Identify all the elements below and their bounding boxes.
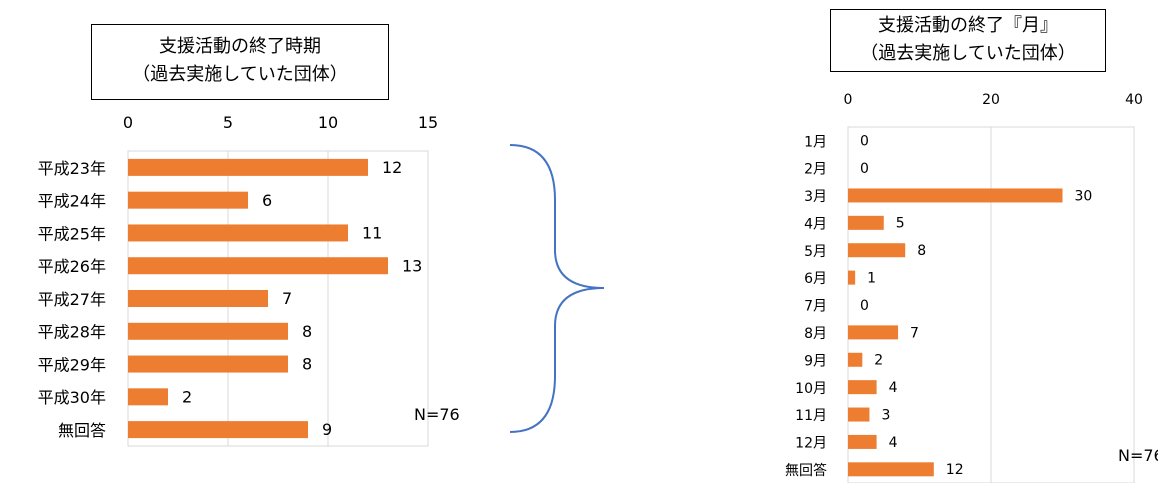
category-label: 平成30年 xyxy=(38,388,106,407)
data-label: 8 xyxy=(302,322,312,341)
bar xyxy=(128,191,248,209)
category-label: 平成26年 xyxy=(38,257,106,276)
data-label: 1 xyxy=(867,271,876,287)
bar xyxy=(848,325,899,340)
category-label: 10月 xyxy=(795,381,827,397)
data-label: 4 xyxy=(889,435,898,451)
data-label: 12 xyxy=(382,158,402,177)
category-label: 6月 xyxy=(804,271,827,287)
data-label: 30 xyxy=(1075,188,1093,204)
category-label: 8月 xyxy=(804,326,827,342)
data-label: 0 xyxy=(860,161,869,177)
data-label: 6 xyxy=(262,191,272,210)
data-label: 0 xyxy=(860,134,869,150)
category-label: 平成24年 xyxy=(38,192,106,211)
category-label: 12月 xyxy=(795,436,827,452)
bar xyxy=(848,243,906,258)
right-chart-title: 支援活動の終了『月』 xyxy=(878,15,1058,36)
left-chart-title: 支援活動の終了時期 xyxy=(159,36,321,57)
left-chart-title-box: 支援活動の終了時期 （過去実施していた団体） xyxy=(91,24,389,100)
data-label: 2 xyxy=(182,387,192,406)
data-label: 4 xyxy=(889,380,898,396)
data-label: 8 xyxy=(917,243,926,259)
data-label: 5 xyxy=(896,216,905,232)
bar xyxy=(128,355,288,373)
bar xyxy=(848,380,877,395)
right-chart-subtitle: （過去実施していた団体） xyxy=(860,43,1076,64)
category-label: 平成27年 xyxy=(38,290,106,309)
category-label: 平成28年 xyxy=(38,323,106,342)
data-label: 0 xyxy=(860,298,869,314)
data-label: 8 xyxy=(302,355,312,374)
bar xyxy=(848,270,856,285)
category-label: 平成29年 xyxy=(38,355,106,374)
category-label: 1月 xyxy=(804,134,827,150)
category-label: 4月 xyxy=(804,216,827,232)
x-tick-label: 20 xyxy=(982,92,1000,108)
bar xyxy=(128,322,288,340)
data-label: 7 xyxy=(282,289,292,308)
x-tick-label: 40 xyxy=(1125,92,1143,108)
category-label: 平成23年 xyxy=(38,159,106,178)
category-label: 11月 xyxy=(795,408,827,424)
bar xyxy=(128,421,308,439)
bar xyxy=(128,224,348,242)
bar xyxy=(128,257,388,275)
bar xyxy=(848,434,877,449)
bar xyxy=(848,188,1063,203)
left-chart: 0 5 10 15 12 平成23年 6 平成24年 11 平成25年 13 平成26年 7 平成27年 8… xyxy=(38,113,438,447)
data-label: 11 xyxy=(362,224,382,243)
bar xyxy=(848,215,884,230)
category-label: 7月 xyxy=(804,299,827,315)
data-label: 2 xyxy=(874,353,883,369)
category-label: 5月 xyxy=(804,244,827,260)
left-chart-subtitle: （過去実施していた団体） xyxy=(132,64,348,85)
category-label: 9月 xyxy=(804,353,827,369)
right-sample-size: N=76 xyxy=(1118,446,1158,465)
x-tick-label: 5 xyxy=(223,113,233,132)
left-sample-size: N=76 xyxy=(414,405,460,424)
right-chart: 0 20 40 0 1月 0 2月 30 3月 5 4月 8 5月 1 6月 0 7月 7 8月 2 9月 4 10月 3 11… xyxy=(785,92,1143,483)
bar xyxy=(848,462,934,477)
bar xyxy=(848,352,863,367)
data-label: 12 xyxy=(946,462,964,478)
right-brace xyxy=(509,144,605,433)
right-chart-title-box: 支援活動の終了『月』 （過去実施していた団体） xyxy=(830,9,1106,72)
x-tick-label: 15 xyxy=(418,113,438,132)
x-tick-label: 0 xyxy=(844,92,853,108)
bar xyxy=(128,290,268,307)
category-label: 無回答 xyxy=(785,462,827,479)
bar xyxy=(128,388,168,406)
x-tick-label: 0 xyxy=(123,113,133,132)
bar xyxy=(128,158,368,176)
x-tick-label: 10 xyxy=(318,113,338,132)
category-label: 無回答 xyxy=(58,421,106,440)
data-label: 3 xyxy=(881,407,890,423)
data-label: 7 xyxy=(910,325,919,341)
data-label: 9 xyxy=(322,420,332,439)
category-label: 3月 xyxy=(804,189,827,205)
category-label: 2月 xyxy=(804,162,827,178)
bar xyxy=(848,407,870,422)
data-label: 13 xyxy=(402,256,422,275)
category-label: 平成25年 xyxy=(38,224,106,243)
